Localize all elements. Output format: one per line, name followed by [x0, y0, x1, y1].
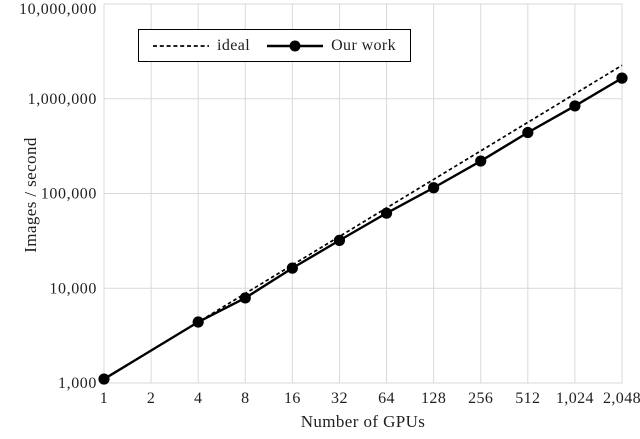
legend-item-ideal: ideal — [153, 37, 250, 55]
x-axis-tick-label: 1 — [100, 390, 108, 407]
legend-label-ideal: ideal — [217, 36, 251, 54]
data-point-marker — [98, 373, 110, 385]
data-point-marker — [616, 72, 628, 84]
data-point-marker — [428, 182, 440, 194]
series-line-our-work — [103, 77, 623, 381]
y-axis-tick-label: 10,000 — [49, 280, 97, 297]
x-axis-tick-label: 64 — [378, 390, 395, 407]
plot-border — [103, 3, 623, 384]
data-point-marker — [239, 292, 251, 304]
x-axis-tick-label: 512 — [515, 390, 540, 407]
chart-legend: ideal Our work — [138, 29, 412, 62]
x-axis-tick-label: 2,048 — [603, 390, 640, 407]
x-axis-title: Number of GPUs — [300, 412, 426, 431]
x-axis-tick-label: 16 — [284, 390, 301, 407]
y-axis-tick-label: 1,000,000 — [28, 91, 97, 108]
data-point-marker — [569, 100, 581, 112]
y-axis-tick-label: 1,000 — [58, 375, 97, 392]
legend-item-our-work: Our work — [267, 37, 396, 55]
data-point-marker — [522, 126, 534, 139]
x-axis-tick-label: 32 — [331, 390, 348, 407]
solid-line-marker-sample-icon — [267, 40, 324, 51]
data-point-marker — [333, 234, 346, 246]
y-axis-title: Images / second — [21, 137, 40, 253]
data-point-marker — [380, 207, 393, 219]
legend-label-our-work: Our work — [331, 36, 397, 54]
dashed-line-sample-icon — [153, 44, 209, 47]
data-point-marker — [475, 155, 487, 167]
x-axis-tick-label: 8 — [241, 390, 249, 407]
y-axis-tick-label: 100,000 — [41, 186, 97, 203]
x-axis-tick-label: 256 — [468, 390, 493, 407]
x-axis-tick-label: 128 — [421, 390, 446, 407]
data-point-marker — [286, 262, 298, 274]
x-axis-tick-label: 2 — [147, 390, 155, 407]
y-axis-tick-label: 10,000,000 — [19, 1, 97, 18]
x-axis-tick-label: 4 — [194, 390, 202, 407]
x-axis-tick-label: 1,024 — [556, 390, 594, 407]
data-point-marker — [192, 316, 204, 328]
